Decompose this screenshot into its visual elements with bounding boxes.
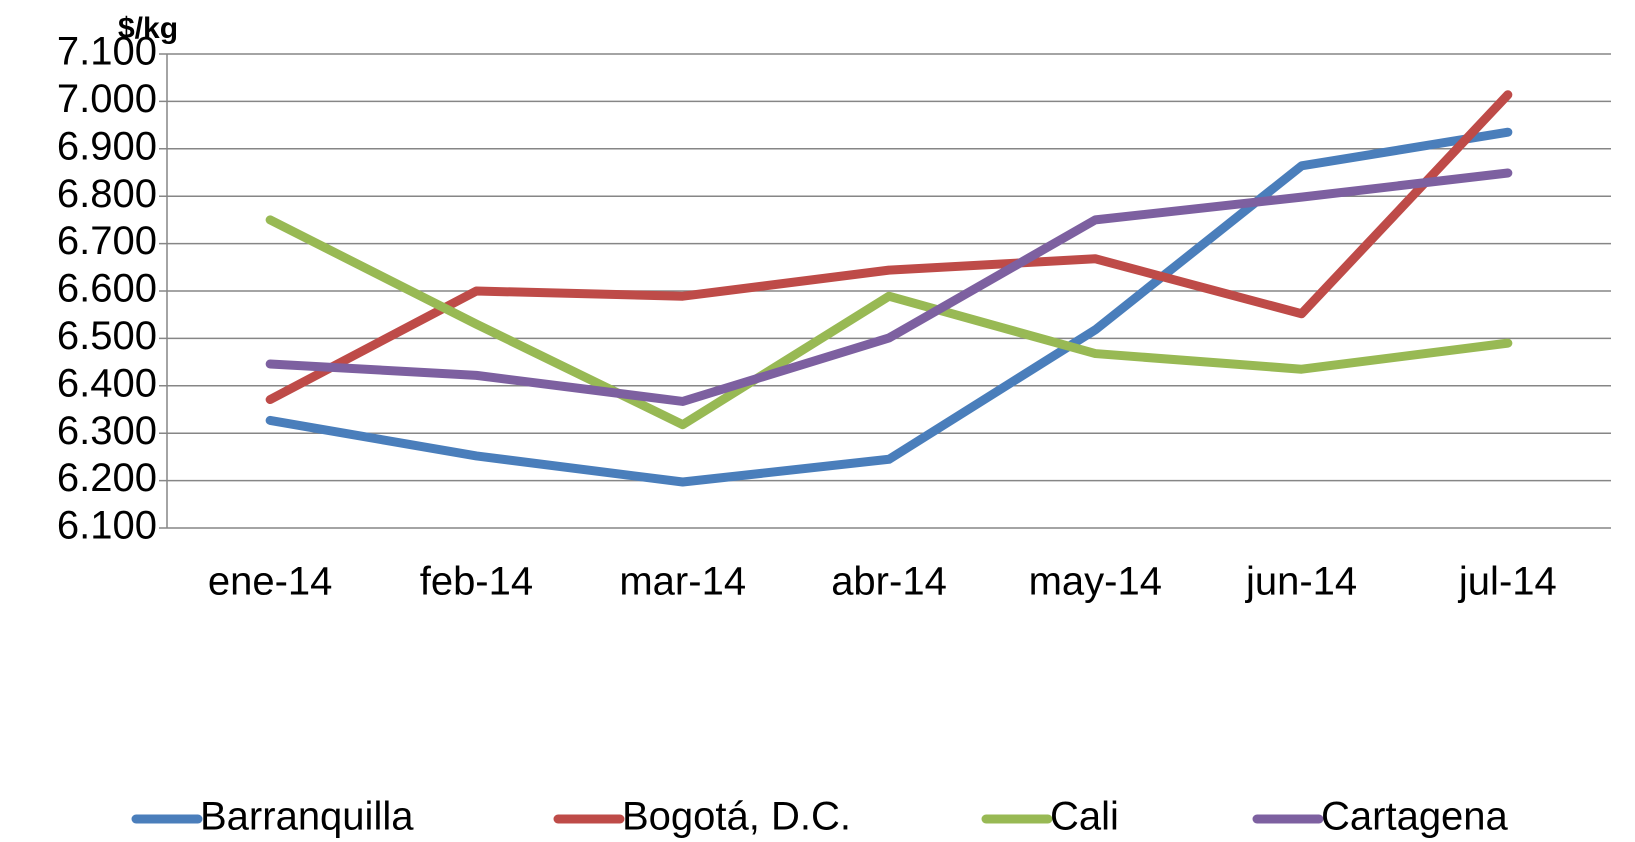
legend-label: Cartagena bbox=[1321, 795, 1509, 839]
series-line bbox=[265, 168, 1513, 406]
y-tick-label: 7.000 bbox=[57, 77, 157, 121]
y-axis-title: $/kg bbox=[118, 12, 178, 45]
x-tick-label: jun-14 bbox=[1245, 560, 1357, 604]
legend-label: Cali bbox=[1050, 795, 1119, 839]
y-tick-label: 6.200 bbox=[57, 456, 157, 500]
y-tick-label: 6.700 bbox=[57, 219, 157, 263]
series-line bbox=[265, 90, 1513, 405]
x-tick-label: may-14 bbox=[1029, 560, 1162, 604]
x-tick-label: feb-14 bbox=[420, 560, 533, 604]
x-tick-label: jul-14 bbox=[1458, 560, 1557, 604]
series-line bbox=[265, 215, 1513, 430]
y-tick-label: 6.500 bbox=[57, 314, 157, 358]
y-tick-label: 6.600 bbox=[57, 267, 157, 311]
y-tick-label: 6.800 bbox=[57, 172, 157, 216]
y-tick-label: 6.900 bbox=[57, 124, 157, 168]
y-tick-label: 6.100 bbox=[57, 504, 157, 548]
y-tick-label: 7.100 bbox=[57, 30, 157, 74]
legend-label: Bogotá, D.C. bbox=[622, 795, 851, 839]
x-tick-label: abr-14 bbox=[831, 560, 947, 604]
x-tick-label: ene-14 bbox=[208, 560, 333, 604]
y-tick-label: 6.400 bbox=[57, 361, 157, 405]
legend-label: Barranquilla bbox=[200, 795, 414, 839]
x-tick-label: mar-14 bbox=[619, 560, 746, 604]
y-tick-label: 6.300 bbox=[57, 409, 157, 453]
series-line bbox=[265, 127, 1513, 487]
